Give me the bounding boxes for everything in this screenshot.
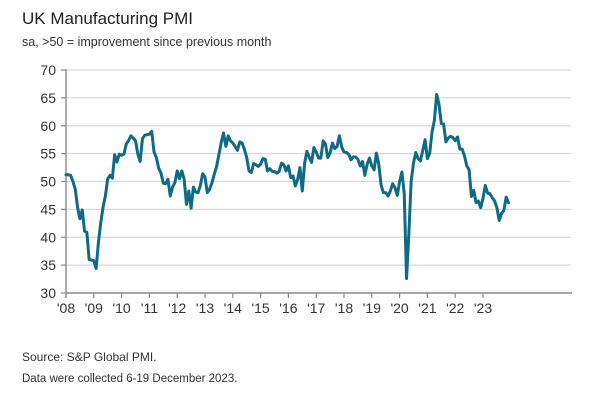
y-tick-label: 30 xyxy=(40,285,56,301)
x-tick-labels: '08 '09 '10 '11 '12 '13 '14 '15 '16 '17 '18 '19 '20 '… xyxy=(57,300,492,316)
y-tick-label: 70 xyxy=(40,62,56,78)
y-tick-label: 60 xyxy=(40,118,56,134)
x-tick-label: '14 xyxy=(224,300,242,316)
y-tick-label: 55 xyxy=(40,146,56,162)
axes xyxy=(61,69,572,298)
x-tick-label: '12 xyxy=(168,300,186,316)
collection-note: Data were collected 6-19 December 2023. xyxy=(22,373,238,385)
y-tick-label: 65 xyxy=(40,90,56,106)
x-tick-label: '15 xyxy=(251,300,269,316)
x-tick-label: '19 xyxy=(363,300,381,316)
x-tick-label: '22 xyxy=(446,300,464,316)
chart-title: UK Manufacturing PMI xyxy=(22,9,194,28)
x-tick-label: '20 xyxy=(390,300,408,316)
pmi-series-line xyxy=(64,93,510,280)
series-layer xyxy=(64,93,510,280)
x-tick-label: '13 xyxy=(196,300,214,316)
x-tick-label: '11 xyxy=(141,300,158,316)
y-tick-label: 50 xyxy=(40,174,56,190)
pmi-line-chart: 30 35 40 45 50 55 60 65 70 '08 '09 '10 '11 '12 '13 '14… xyxy=(40,62,572,316)
x-tick-label: '23 xyxy=(474,300,492,316)
x-tick-label: '16 xyxy=(279,300,297,316)
y-tick-label: 45 xyxy=(40,201,56,217)
x-tick-label: '17 xyxy=(307,300,325,316)
x-tick-label: '08 xyxy=(57,300,75,316)
x-tick-label: '18 xyxy=(335,300,353,316)
x-tick-label: '09 xyxy=(85,300,103,316)
chart-subtitle: sa, >50 = improvement since previous mon… xyxy=(22,35,272,49)
gridlines xyxy=(66,69,571,266)
y-tick-label: 35 xyxy=(40,257,56,273)
x-tick-label: '10 xyxy=(112,300,130,316)
y-tick-label: 40 xyxy=(40,229,56,245)
source-note: Source: S&P Global PMI. xyxy=(22,350,157,364)
y-tick-labels: 30 35 40 45 50 55 60 65 70 xyxy=(40,62,56,301)
x-tick-label: '21 xyxy=(418,300,436,316)
